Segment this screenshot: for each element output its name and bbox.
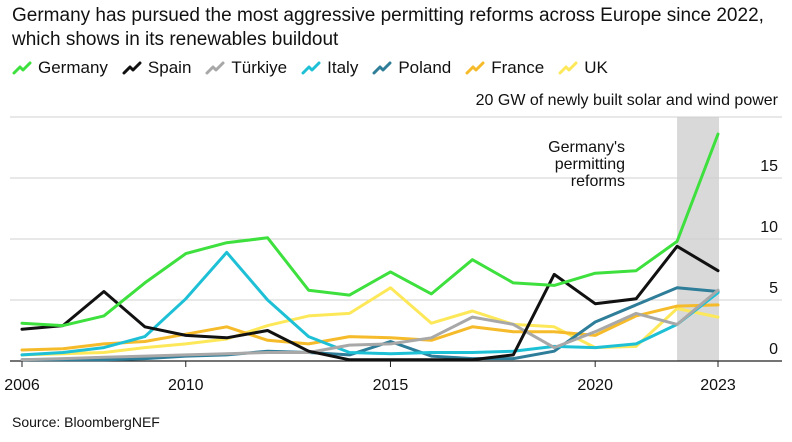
series-line-spain [20,244,720,362]
series-line-trkiye [20,288,720,362]
legend-item: France [465,58,544,78]
source-note: Source: BloombergNEF [12,414,160,430]
legend-label: Spain [147,58,192,77]
x-tick-label: 2020 [577,377,613,394]
y-axis-label: 20 GW of newly built solar and wind powe… [476,92,779,109]
legend-swatch-icon [372,61,392,75]
legend-swatch-icon [558,61,578,75]
annotation-text: Germany's [548,139,625,156]
series-line-france [20,303,720,352]
series-lines [20,132,720,362]
y-tick-label: 5 [769,280,778,297]
legend-item: Poland [372,58,451,78]
x-tick-label: 2023 [700,377,736,394]
legend-label: Türkiye [231,58,288,77]
legend-item: UK [558,58,608,78]
series-line-germany [20,132,720,328]
series-line-italy [20,250,720,357]
legend-item: Italy [301,58,358,78]
chart-title: Germany has pursued the most aggressive … [12,5,764,50]
legend-label: Poland [398,58,452,77]
legend-swatch-icon [12,61,32,75]
legend-swatch-icon [122,61,142,75]
legend-swatch-icon [465,61,485,75]
annotation-text: reforms [571,173,625,190]
y-tick-label: 0 [769,341,778,358]
legend-label: France [491,58,545,77]
x-tick-label: 2015 [373,377,409,394]
x-tick-label: 2010 [168,377,204,394]
legend: Germany Spain Türkiye Italy Poland France UK [12,58,608,78]
annotation-text: permitting [555,156,625,173]
legend-item: Türkiye [205,58,287,78]
series-line-poland [20,286,720,362]
legend-item: Germany [12,58,108,78]
legend-label: Germany [38,58,108,77]
y-tick-label: 10 [760,219,778,236]
legend-item: Spain [122,58,191,78]
y-tick-label: 15 [760,158,778,175]
axis-labels: 0 5 10 15 20 GW of newly built solar and win… [4,92,778,394]
x-tick-label: 2006 [4,377,40,394]
legend-swatch-icon [301,61,321,75]
legend-label: UK [584,58,608,77]
gridlines [10,116,782,362]
legend-label: Italy [327,58,359,77]
legend-swatch-icon [205,61,225,75]
